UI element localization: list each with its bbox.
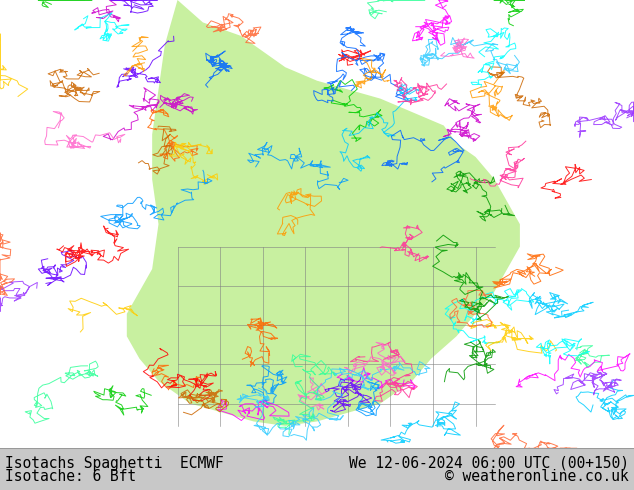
Polygon shape — [127, 0, 520, 426]
Text: We 12-06-2024 06:00 UTC (00+150): We 12-06-2024 06:00 UTC (00+150) — [349, 456, 629, 471]
Text: Isotache: 6 Bft: Isotache: 6 Bft — [5, 469, 136, 484]
Text: © weatheronline.co.uk: © weatheronline.co.uk — [445, 469, 629, 484]
Text: Isotachs Spaghetti  ECMWF: Isotachs Spaghetti ECMWF — [5, 456, 224, 471]
